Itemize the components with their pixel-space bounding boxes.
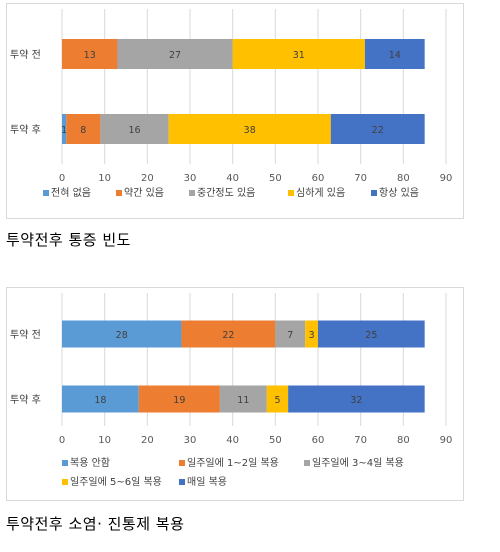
data-label: 38 [244,125,256,136]
legend-swatch [62,460,68,466]
bar-segment [62,385,139,413]
bar-segment [62,114,67,144]
legend-label: 복용 안함 [70,457,110,469]
legend-label: 중간정도 있음 [197,187,255,199]
x-tick-label: 60 [312,173,325,184]
data-label: 3 [309,330,315,341]
legend-label: 심하게 있음 [296,186,345,199]
legend-label: 일주일에 3~4일 복용 [312,457,404,469]
legend-swatch [62,479,68,485]
data-label: 19 [173,395,185,406]
x-tick-label: 10 [98,173,111,184]
data-label: 13 [84,50,96,61]
legend-label: 항상 있음 [379,187,419,199]
data-label: 11 [237,395,249,406]
x-tick-label: 80 [397,173,410,184]
legend-swatch [371,190,377,196]
legend-swatch [304,460,310,466]
bar-segment [138,385,220,413]
x-tick-label: 50 [269,435,282,446]
category-label: 투약 전 [10,49,41,61]
bar-segment [318,320,425,348]
bar-segment [266,385,289,413]
caption-pain-frequency: 투약전후 통증 빈도 [6,231,131,249]
bar-segment [219,385,267,413]
x-tick-label: 20 [141,173,154,184]
legend-swatch [116,190,122,196]
x-tick-label: 30 [184,435,197,446]
data-label: 5 [274,395,280,406]
x-tick-label: 90 [440,173,453,184]
data-label: 8 [80,125,86,136]
bar-segment [168,114,331,144]
data-label: 7 [287,330,293,341]
x-tick-label: 30 [184,173,197,184]
x-tick-label: 40 [226,435,239,446]
bar-segment [232,39,365,69]
bar-segment [100,114,169,144]
data-label: 22 [222,330,234,341]
x-tick-label: 0 [59,173,65,184]
x-tick-label: 70 [354,435,367,446]
legend-swatch [179,479,185,485]
legend-label: 전혀 없음 [51,186,91,199]
data-label: 28 [116,330,128,341]
data-label: 14 [389,50,401,61]
data-label: 31 [293,50,305,61]
x-tick-label: 10 [98,435,111,446]
caption-painkiller-use: 투약전후 소염· 진통제 복용 [6,515,185,533]
bar-segment [62,39,118,69]
category-label: 투약 후 [10,124,41,136]
category-label: 투약 후 [10,394,41,406]
legend-label: 매일 복용 [187,476,227,488]
bar-segment [117,39,233,69]
data-label: 1 [61,125,67,136]
legend-swatch [189,190,195,196]
x-tick-label: 60 [312,435,325,446]
bar-segment [330,114,425,144]
category-label: 투약 전 [10,329,41,341]
bar-segment [275,320,306,348]
data-label: 32 [350,395,362,406]
x-tick-label: 90 [440,435,453,446]
x-tick-label: 50 [269,173,282,184]
chart-panel-painkiller-use-frame: 0 10 20 30 40 50 60 70 80 90 투약 전 투약 후 28 22 7 3 25 18 19 1… [6,287,464,501]
data-label: 27 [169,50,181,61]
legend-swatch [43,190,49,196]
bar-segment [305,320,318,348]
bar-segment [62,320,182,348]
x-tick-label: 20 [141,435,154,446]
legend-swatch [179,460,185,466]
x-tick-label: 40 [226,173,239,184]
x-tick-label: 0 [59,435,65,446]
legend-label: 일주일에 1~2일 복용 [187,457,279,469]
bar-segment [364,39,425,69]
bar-segment [181,320,276,348]
data-label: 25 [365,330,377,341]
x-tick-label: 80 [397,435,410,446]
legend-swatch [288,190,294,196]
legend-label: 일주일에 5~6일 복용 [70,476,162,488]
bar-segment [288,385,425,413]
data-label: 16 [128,125,140,136]
legend-label: 약간 있음 [124,187,164,199]
data-label: 22 [372,125,384,136]
bar-segment [66,114,101,144]
data-label: 18 [94,395,106,406]
x-tick-label: 70 [354,173,367,184]
